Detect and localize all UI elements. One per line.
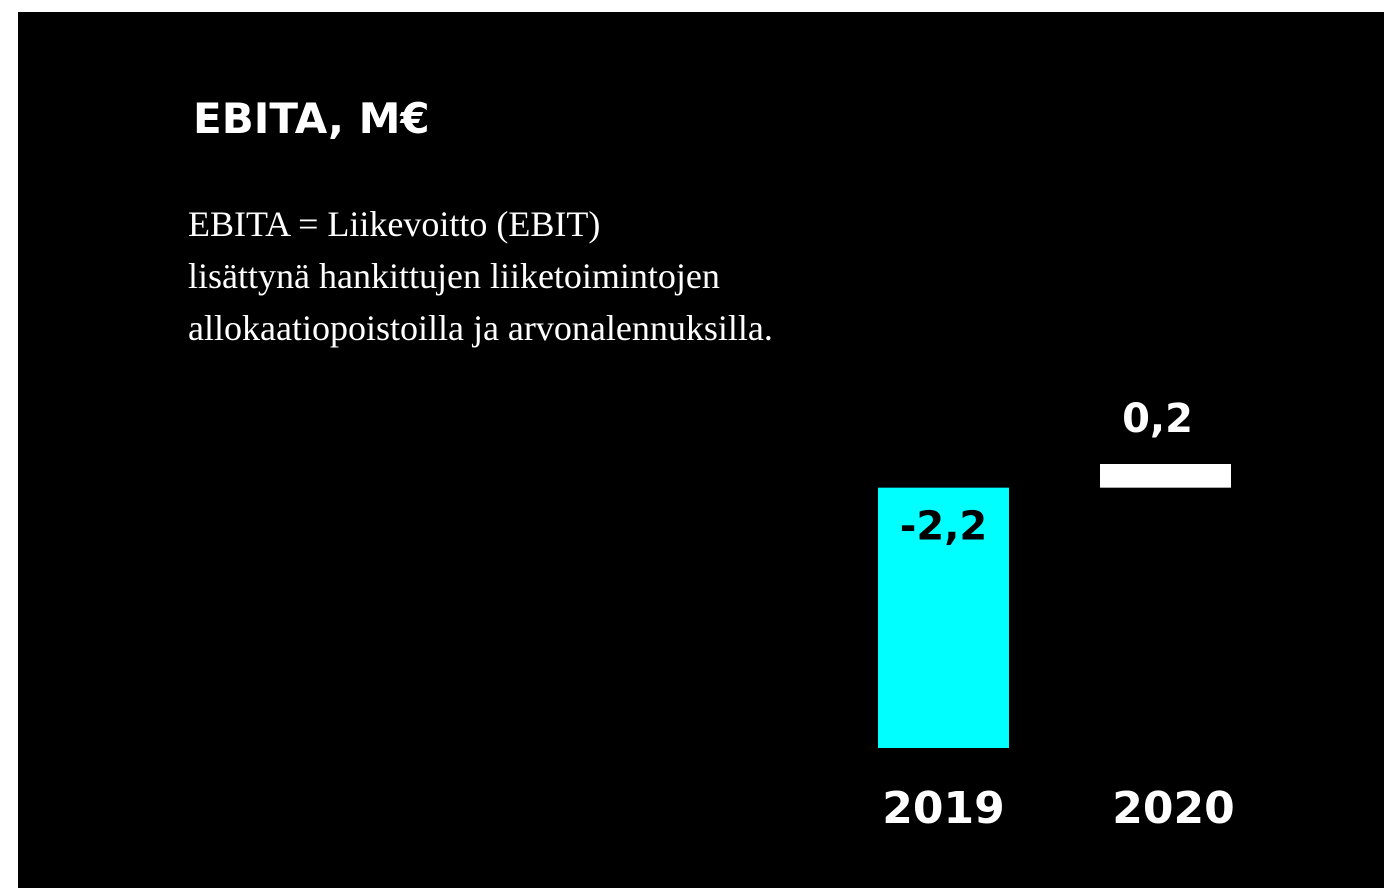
bar <box>878 487 1009 748</box>
bar <box>1100 464 1231 488</box>
subtitle-line: lisättynä hankittujen liiketoimintojen <box>188 256 720 296</box>
panel-background <box>18 12 1384 888</box>
subtitle-line: EBITA = Liikevoitto (EBIT) <box>188 204 600 244</box>
chart-title: EBITA, M€ <box>193 94 430 143</box>
value-label: -2,2 <box>900 504 987 550</box>
value-label: 0,2 <box>1122 396 1193 442</box>
subtitle-line: allokaatiopoistoilla ja arvonalennuksill… <box>188 308 773 348</box>
x-tick-label: 2019 <box>882 783 1004 834</box>
x-tick-label: 2020 <box>1112 783 1234 834</box>
